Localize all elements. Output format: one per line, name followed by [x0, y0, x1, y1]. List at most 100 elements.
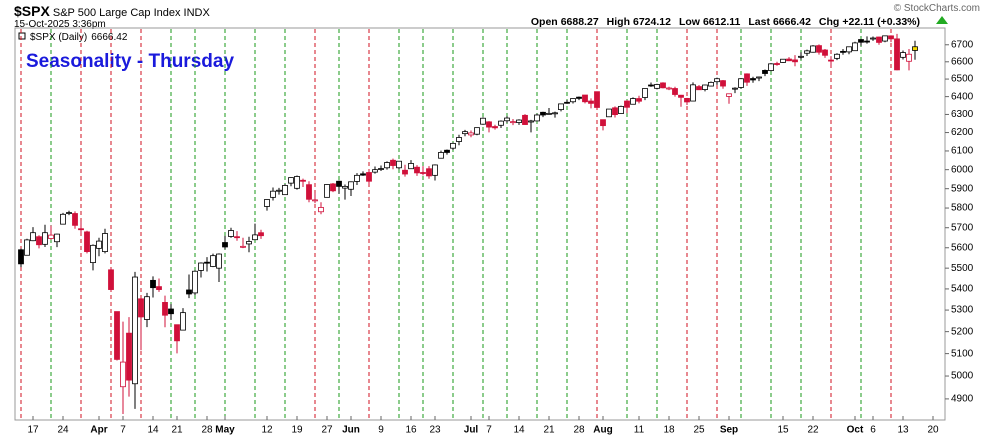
candle-body	[498, 120, 504, 126]
candle-body	[180, 312, 186, 331]
y-tick-label: 6000	[951, 164, 974, 175]
candle-body	[288, 177, 294, 184]
candle-body	[360, 173, 366, 176]
y-tick-label: 6100	[951, 146, 974, 157]
candle-body	[846, 46, 852, 53]
candle-body	[144, 296, 150, 320]
x-tick-label: 23	[429, 425, 441, 436]
candle-body	[408, 163, 414, 170]
candle-body	[666, 87, 672, 90]
candle-body	[78, 228, 84, 231]
y-tick-label: 5700	[951, 222, 974, 233]
x-tick-label: 22	[807, 425, 819, 436]
candle-body	[540, 111, 546, 116]
candle-body	[24, 239, 30, 256]
candle-body	[372, 169, 378, 173]
candle-body	[126, 332, 132, 381]
candle-body	[480, 117, 486, 125]
candle-body	[636, 98, 642, 102]
candle-body	[366, 172, 372, 182]
candle-body	[762, 69, 768, 74]
candle-body	[342, 185, 348, 189]
x-tick-label: 24	[57, 425, 69, 436]
candle-body	[804, 50, 810, 54]
x-tick-label: 20	[927, 425, 939, 436]
candle-body	[54, 233, 60, 243]
candle-body	[768, 63, 774, 71]
x-tick-label: 16	[405, 425, 417, 436]
candle-body	[552, 112, 558, 115]
quote-value: 6724.12	[633, 16, 671, 28]
candle-body	[396, 160, 402, 169]
candle-body	[870, 37, 876, 40]
candle-body	[750, 78, 756, 81]
candle-body	[156, 286, 162, 290]
candle-body	[642, 88, 648, 98]
candle-body	[240, 245, 246, 248]
candle-body	[348, 181, 354, 190]
candle-body	[402, 169, 408, 175]
candle-body	[162, 302, 168, 316]
candle-body	[648, 84, 654, 87]
candle-body	[690, 84, 696, 102]
candle-body	[600, 119, 606, 127]
candle-body	[444, 149, 450, 153]
candle-body	[744, 73, 750, 83]
symbol: $SPX	[14, 3, 50, 19]
legend-text: $SPX (Daily)	[30, 32, 87, 43]
x-tick-label: 7	[486, 425, 492, 436]
candle-body	[30, 232, 36, 242]
quote-label: Last	[748, 16, 770, 28]
candle-body	[150, 279, 156, 289]
y-tick-label: 5200	[951, 326, 974, 337]
y-tick-label: 5300	[951, 305, 974, 316]
candle-body	[822, 49, 828, 56]
x-tick-label: May	[215, 425, 235, 436]
quote-value: 6688.27	[560, 16, 599, 28]
x-tick-label: 14	[513, 425, 525, 436]
up-arrow	[936, 16, 948, 24]
quote-value: 6666.42	[772, 16, 811, 28]
candle-body	[246, 241, 252, 245]
candle-body	[906, 53, 912, 62]
candle-body	[888, 35, 894, 40]
candle-body	[18, 249, 24, 265]
security-name: S&P 500 Large Cap Index INDX	[52, 7, 210, 19]
candle-body	[330, 183, 336, 192]
candle-body	[456, 137, 462, 142]
y-tick-label: 6700	[951, 39, 974, 50]
x-tick-label: Sep	[720, 425, 738, 436]
candle-body	[792, 59, 798, 63]
candle-body	[438, 152, 444, 159]
x-tick-label: 21	[543, 425, 555, 436]
candle-body	[186, 289, 192, 295]
candle-body	[738, 78, 744, 88]
candle-body	[798, 55, 804, 58]
y-tick-label: 6200	[951, 127, 974, 138]
candle-body	[222, 242, 228, 248]
candle-body	[672, 88, 678, 95]
legend-value: 6666.42	[91, 32, 128, 43]
candle-body	[318, 207, 324, 213]
candle-body	[132, 276, 138, 385]
candle-body	[756, 76, 762, 79]
candle-body	[216, 253, 222, 269]
candle-body	[504, 117, 510, 122]
quote-label: Chg	[818, 16, 840, 28]
candle-body	[462, 131, 468, 135]
candle-body	[138, 298, 144, 318]
candle-body	[852, 42, 858, 52]
x-tick-label: 14	[147, 425, 159, 436]
candle-body	[900, 52, 906, 58]
candle-body	[426, 168, 432, 177]
y-tick-label: 5800	[951, 203, 974, 214]
candle-body	[468, 132, 474, 136]
candle-body	[108, 269, 114, 290]
x-tick-label: 13	[897, 425, 909, 436]
candle-body	[576, 96, 582, 99]
y-tick-label: 4900	[951, 394, 974, 405]
y-tick-label: 5000	[951, 371, 974, 382]
candle-body	[912, 46, 918, 51]
